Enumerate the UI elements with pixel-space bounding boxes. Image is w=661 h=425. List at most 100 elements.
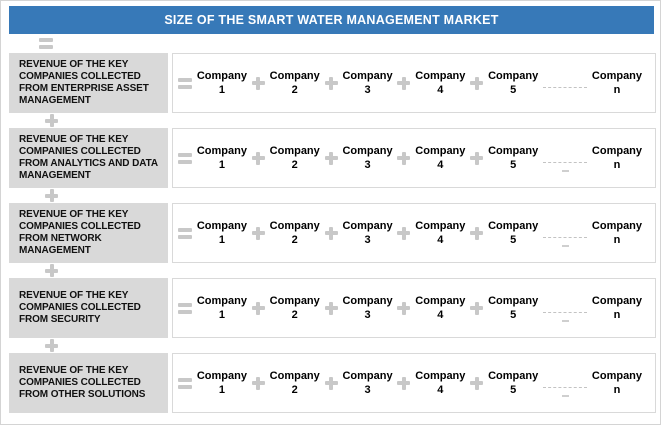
company-term: Company 1	[193, 369, 251, 398]
company-index: 5	[510, 309, 517, 321]
company-term: Company n	[588, 144, 646, 173]
company-index: 3	[364, 309, 371, 321]
company-term: Company 5	[484, 369, 542, 398]
company-index: 1	[218, 384, 225, 396]
company-index: n	[613, 384, 621, 396]
rows: REVENUE OF THE KEY COMPANIES COLLECTED F…	[1, 53, 660, 413]
plus-icon	[324, 226, 338, 240]
ellipsis-dashes	[543, 237, 588, 247]
company-index: 2	[291, 159, 298, 171]
company-term: Company 3	[339, 369, 397, 398]
plus-icon	[324, 376, 338, 390]
plus-icon	[324, 151, 338, 165]
company-term: Company 1	[193, 294, 251, 323]
revenue-row: REVENUE OF THE KEY COMPANIES COLLECTED F…	[9, 53, 656, 113]
revenue-row: REVENUE OF THE KEY COMPANIES COLLECTED F…	[9, 353, 656, 413]
company-index: 4	[437, 309, 444, 321]
plus-icon	[324, 301, 338, 315]
plus-icon	[251, 76, 265, 90]
dash-tail	[561, 245, 569, 247]
company-term: Company 5	[484, 69, 542, 98]
ellipsis-dashes	[543, 162, 588, 172]
revenue-row: REVENUE OF THE KEY COMPANIES COLLECTED F…	[9, 278, 656, 338]
plus-icon	[470, 151, 484, 165]
row-content: Company 1 Company 2 Company 3 Company 4 Company 5…	[172, 53, 656, 113]
plus-icon	[397, 301, 411, 315]
plus-icon	[470, 376, 484, 390]
company-term: Company 4	[411, 144, 469, 173]
plus-icon	[397, 76, 411, 90]
company-name: Company	[591, 219, 643, 232]
company-index: 5	[510, 159, 517, 171]
company-name: Company	[488, 144, 539, 157]
company-name: Company	[269, 369, 320, 382]
plus-icon	[251, 226, 265, 240]
ellipsis-dashes	[543, 87, 588, 97]
company-index: 5	[510, 384, 517, 396]
company-index: 1	[218, 309, 225, 321]
company-index: 2	[291, 84, 298, 96]
equals-icon	[178, 152, 192, 164]
revenue-row: REVENUE OF THE KEY COMPANIES COLLECTED F…	[9, 128, 656, 188]
company-name: Company	[342, 219, 393, 232]
plus-icon	[324, 76, 338, 90]
company-index: 3	[364, 234, 371, 246]
plus-icon	[251, 301, 265, 315]
dash-line	[543, 312, 588, 313]
dash-tail	[561, 395, 569, 397]
company-index: 2	[291, 384, 298, 396]
equals-icon	[178, 377, 192, 389]
company-term: Company 5	[484, 219, 542, 248]
row-content: Company 1 Company 2 Company 3 Company 4 Company 5…	[172, 128, 656, 188]
diagram-body: REVENUE OF THE KEY COMPANIES COLLECTED F…	[1, 34, 660, 413]
company-term: Company 3	[339, 294, 397, 323]
company-index: 1	[218, 234, 225, 246]
plus-icon	[45, 264, 58, 277]
company-name: Company	[488, 369, 539, 382]
company-index: 5	[510, 234, 517, 246]
company-name: Company	[196, 294, 247, 307]
company-name: Company	[196, 369, 247, 382]
dash-line	[543, 162, 588, 163]
dash-tail	[561, 170, 569, 172]
company-name: Company	[415, 69, 466, 82]
row-label: REVENUE OF THE KEY COMPANIES COLLECTED F…	[9, 353, 168, 413]
revenue-row: REVENUE OF THE KEY COMPANIES COLLECTED F…	[9, 203, 656, 263]
company-term: Company 3	[339, 144, 397, 173]
company-term: Company 4	[411, 219, 469, 248]
dash-line	[543, 237, 588, 238]
company-term: Company 2	[266, 219, 324, 248]
company-name: Company	[415, 219, 466, 232]
ellipsis-dashes	[543, 312, 588, 322]
company-term: Company 2	[266, 294, 324, 323]
company-name: Company	[196, 69, 247, 82]
company-index: 4	[437, 159, 444, 171]
company-term: Company n	[588, 69, 646, 98]
company-index: n	[613, 309, 621, 321]
company-name: Company	[488, 69, 539, 82]
company-index: 4	[437, 234, 444, 246]
company-term: Company 3	[339, 219, 397, 248]
company-term: Company 4	[411, 69, 469, 98]
plus-icon	[397, 226, 411, 240]
dash-line	[543, 87, 588, 88]
company-name: Company	[488, 294, 539, 307]
company-name: Company	[415, 294, 466, 307]
row-label: REVENUE OF THE KEY COMPANIES COLLECTED F…	[9, 203, 168, 263]
plus-icon	[470, 76, 484, 90]
company-term: Company n	[588, 294, 646, 323]
company-term: Company 4	[411, 294, 469, 323]
equals-icon	[178, 302, 192, 314]
company-name: Company	[342, 369, 393, 382]
company-name: Company	[591, 294, 643, 307]
row-gap	[1, 113, 660, 128]
row-gap	[1, 263, 660, 278]
company-index: 2	[291, 309, 298, 321]
company-index: 4	[437, 384, 444, 396]
company-name: Company	[342, 144, 393, 157]
company-term: Company 3	[339, 69, 397, 98]
company-term: Company 5	[484, 144, 542, 173]
company-term: Company 1	[193, 69, 251, 98]
equals-row	[1, 34, 660, 53]
